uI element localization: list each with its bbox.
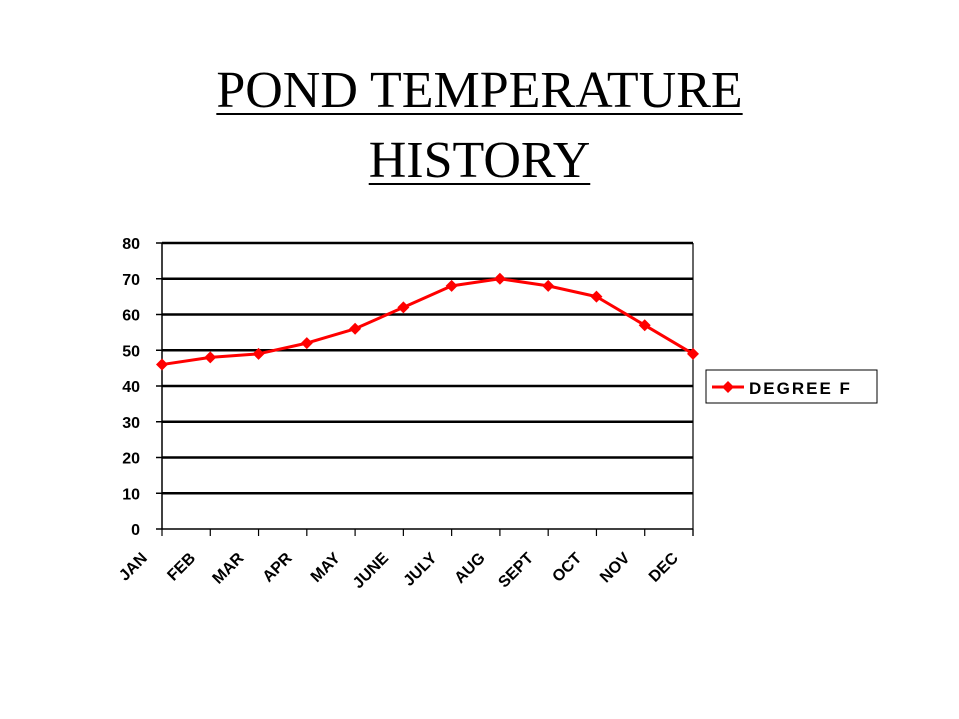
x-tick-label: JULY [401,550,441,590]
data-point [638,319,651,332]
x-tick-label: MAR [210,549,248,587]
data-point [542,279,555,292]
data-point [445,279,458,292]
gridlines [162,241,693,495]
x-tick-label: OCT [549,550,585,586]
axes [156,242,694,536]
x-tick-label: MAY [308,550,344,586]
x-tick-label: AUG [452,550,489,587]
x-tick-label: NOV [597,550,634,587]
data-point [590,290,603,303]
y-tick-label: 30 [122,415,140,432]
y-tick-label: 80 [122,236,140,253]
data-point [204,351,217,364]
x-tick-label: SEPT [495,550,537,592]
y-tick-label: 50 [122,343,140,360]
x-tick-label: FEB [164,550,199,585]
x-tick-label: DEC [646,549,682,585]
data-point [156,358,168,371]
y-tick-label: 20 [122,451,140,468]
data-point [397,301,410,314]
data-point [493,272,506,285]
x-tick-labels: JAN FEB MAR APR MAY JUNE JULY AUG SEPT OCT NOV DEC [116,549,682,592]
y-tick-label: 40 [122,379,140,396]
series-degree-f [156,272,699,371]
legend: DEGREE F [705,369,878,404]
legend-label: DEGREE F [749,379,852,398]
x-tick-label: APR [260,549,296,585]
y-tick-label: 0 [131,522,140,539]
x-tick-label: JAN [116,550,151,585]
y-tick-label: 70 [122,272,140,289]
series-line [161,277,694,367]
x-tick-label: JUNE [350,550,392,592]
chart-title-line-1: POND TEMPERATURE [216,62,743,119]
y-tick-label: 10 [122,486,140,503]
data-point [687,347,699,360]
y-tick-label: 60 [122,308,140,325]
data-point [252,347,265,360]
data-point [349,322,362,335]
chart-title-line-2: HISTORY [368,132,591,189]
y-tick-labels: 0 10 20 30 40 50 60 70 80 [122,236,140,539]
legend-marker-diamond [722,381,734,393]
data-point [300,337,313,350]
